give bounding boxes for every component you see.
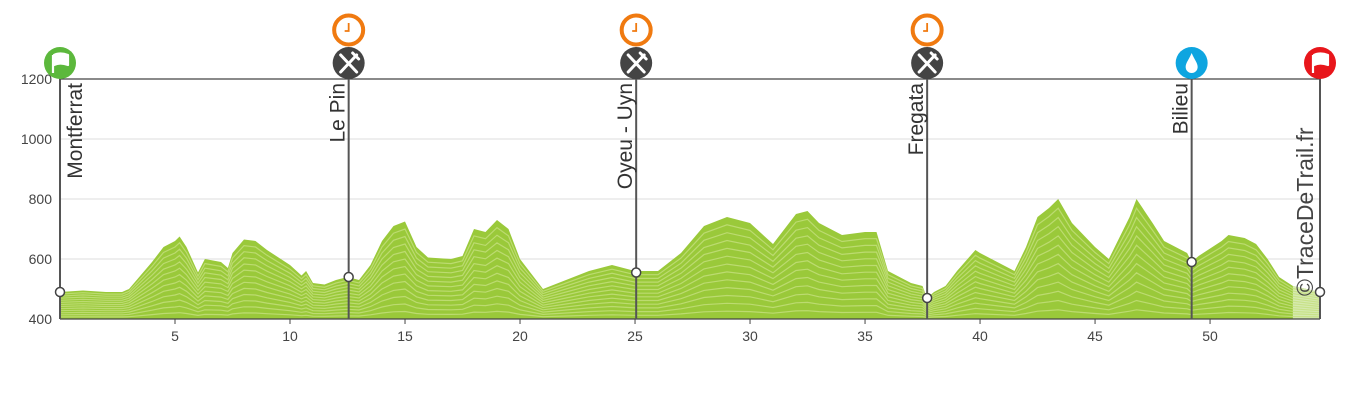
elevation-area <box>59 199 1321 319</box>
x-tick-label: 25 <box>627 328 643 344</box>
waypoint: Oyeu - Uyn <box>614 13 653 319</box>
x-tick-label: 35 <box>857 328 873 344</box>
waypoint-label: Oyeu - Uyn <box>614 83 637 189</box>
y-tick-label: 800 <box>29 191 53 207</box>
clock-hands <box>923 23 929 32</box>
waypoint-marker <box>630 267 642 278</box>
contour-line <box>59 262 1321 311</box>
contour-line <box>59 244 1321 307</box>
y-tick-label: 600 <box>29 251 53 267</box>
y-tick-label: 1200 <box>21 71 52 87</box>
x-tick-label: 20 <box>512 328 528 344</box>
y-tick-label: 1000 <box>21 131 52 147</box>
waypoint-marker <box>1314 286 1326 298</box>
contour-line <box>59 281 1321 314</box>
contour-line <box>59 299 1321 317</box>
contour-line <box>59 290 1321 315</box>
clock-hands <box>632 23 638 32</box>
clock-hands <box>344 23 350 32</box>
contour-line <box>59 225 1321 304</box>
waypoint: Le Pin <box>327 13 366 319</box>
waypoint-label: Bilieu <box>1170 83 1193 134</box>
contour-line <box>59 272 1321 312</box>
watermark: ©TraceDeTrail.fr <box>1292 127 1318 296</box>
waypoint: Bilieu <box>1170 47 1208 319</box>
axes: 400 600 800 1000 1200 5 10 15 20 25 30 35 40 45 50 <box>21 71 1320 344</box>
y-tick-label: 400 <box>29 311 53 327</box>
waypoint-label: Fregata <box>905 83 928 156</box>
flag-glyph <box>51 52 70 73</box>
fork-knife-glyph <box>339 51 361 74</box>
flag-glyph <box>1311 52 1330 73</box>
waypoint <box>1304 47 1336 319</box>
contour-line <box>59 234 1321 306</box>
fork-knife-glyph <box>626 51 648 74</box>
contour-line <box>59 206 1321 301</box>
x-tick-label: 15 <box>397 328 413 344</box>
waypoint-label: Montferrat <box>64 83 87 179</box>
water-drop-glyph <box>1185 53 1198 73</box>
fork-knife-glyph <box>917 51 939 74</box>
contour-line <box>59 309 1321 319</box>
x-tick-label: 45 <box>1087 328 1103 344</box>
waypoint-marker <box>343 271 354 283</box>
x-tick-label: 5 <box>171 328 179 344</box>
waypoint-marker <box>1186 256 1197 268</box>
x-tick-label: 10 <box>282 328 298 344</box>
x-tick-label: 50 <box>1202 328 1218 344</box>
contour-line <box>59 253 1321 309</box>
waypoints: Montferrat Le Pin Oyeu - Uyn Fregata Bilieu <box>44 13 1336 319</box>
x-tick-label: 30 <box>742 328 758 344</box>
x-tick-label: 40 <box>972 328 988 344</box>
contour-line <box>59 216 1321 303</box>
waypoint-marker <box>54 286 66 298</box>
waypoint-marker <box>921 292 933 304</box>
waypoint-label: Le Pin <box>327 83 350 143</box>
waypoint: Montferrat <box>44 47 87 319</box>
waypoint: Fregata <box>905 13 944 319</box>
